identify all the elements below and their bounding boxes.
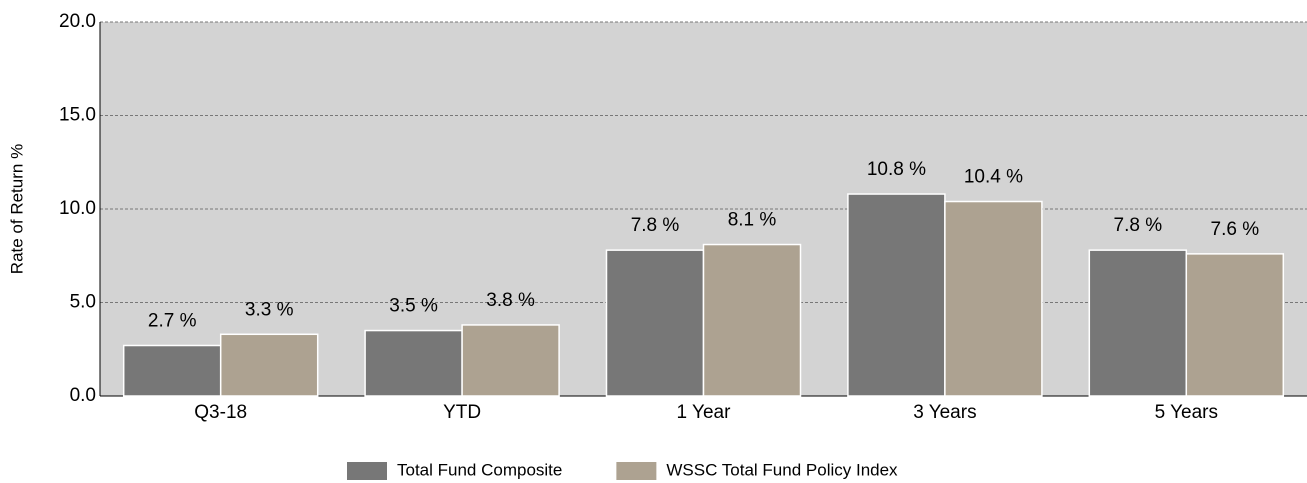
y-tick-label: 15.0	[59, 105, 96, 126]
value-label: 2.7 %	[148, 311, 197, 332]
legend-swatch	[616, 462, 657, 480]
x-tick-label: Q3-18	[194, 402, 247, 423]
value-label: 3.8 %	[486, 290, 535, 311]
bar	[364, 329, 463, 397]
value-label: 7.6 %	[1211, 219, 1260, 240]
bar	[219, 333, 319, 397]
value-label: 8.1 %	[728, 210, 777, 231]
value-label: 10.4 %	[964, 167, 1023, 188]
legend-swatch	[347, 462, 387, 480]
y-tick-label: 0.0	[70, 385, 96, 406]
x-tick-label: 1 Year	[677, 402, 732, 423]
value-label: 7.8 %	[631, 215, 680, 236]
bar	[605, 249, 705, 397]
legend-label: Total Fund Composite	[397, 460, 562, 479]
y-tick-label: 5.0	[70, 292, 96, 313]
bar	[1185, 253, 1285, 397]
bar	[122, 344, 222, 397]
y-axis-label: Rate of Return %	[7, 144, 26, 274]
bar	[944, 200, 1043, 397]
bar	[847, 193, 946, 397]
x-tick-label: 5 Years	[1155, 402, 1218, 423]
value-label: 10.8 %	[867, 159, 926, 180]
x-tick-label: YTD	[443, 402, 481, 423]
value-label: 3.3 %	[245, 299, 294, 320]
legend-label: WSSC Total Fund Policy Index	[666, 460, 898, 479]
y-tick-label: 20.0	[59, 11, 96, 32]
x-tick-label: 3 Years	[913, 402, 976, 423]
bar	[1088, 249, 1188, 397]
y-tick-label: 10.0	[59, 198, 96, 219]
bar	[461, 324, 560, 397]
value-label: 7.8 %	[1114, 215, 1163, 236]
value-label: 3.5 %	[389, 296, 438, 317]
bar	[702, 243, 802, 397]
